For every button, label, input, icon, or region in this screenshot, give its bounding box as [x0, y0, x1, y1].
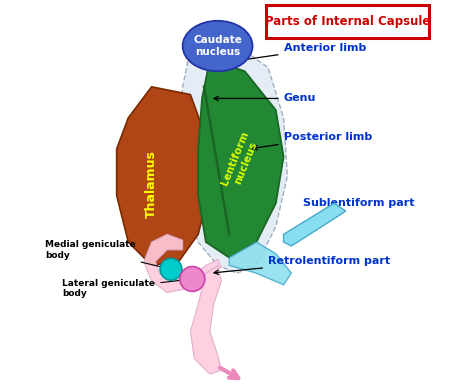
- Text: Sublentiform part: Sublentiform part: [299, 198, 414, 229]
- Polygon shape: [117, 87, 210, 265]
- Text: Genu: Genu: [214, 93, 316, 104]
- FancyBboxPatch shape: [266, 5, 429, 38]
- Text: Lateral geniculate
body: Lateral geniculate body: [62, 278, 188, 298]
- Text: Medial geniculate
body: Medial geniculate body: [45, 240, 167, 269]
- Polygon shape: [144, 234, 221, 292]
- Text: Caudate
nucleus: Caudate nucleus: [193, 35, 242, 57]
- Text: Anterior limb: Anterior limb: [222, 43, 366, 65]
- Text: Retrolentiform part: Retrolentiform part: [214, 256, 390, 274]
- Text: Posterior limb: Posterior limb: [253, 132, 372, 150]
- Polygon shape: [191, 265, 221, 374]
- Polygon shape: [179, 40, 287, 273]
- Circle shape: [160, 258, 182, 280]
- Polygon shape: [198, 59, 283, 258]
- Polygon shape: [229, 242, 292, 285]
- Polygon shape: [283, 203, 346, 246]
- Text: Lentiform
nucleus: Lentiform nucleus: [220, 130, 262, 191]
- Text: Parts of Internal Capsule: Parts of Internal Capsule: [265, 16, 430, 29]
- Circle shape: [180, 267, 205, 291]
- Text: Thalamus: Thalamus: [145, 150, 158, 218]
- Ellipse shape: [182, 21, 253, 71]
